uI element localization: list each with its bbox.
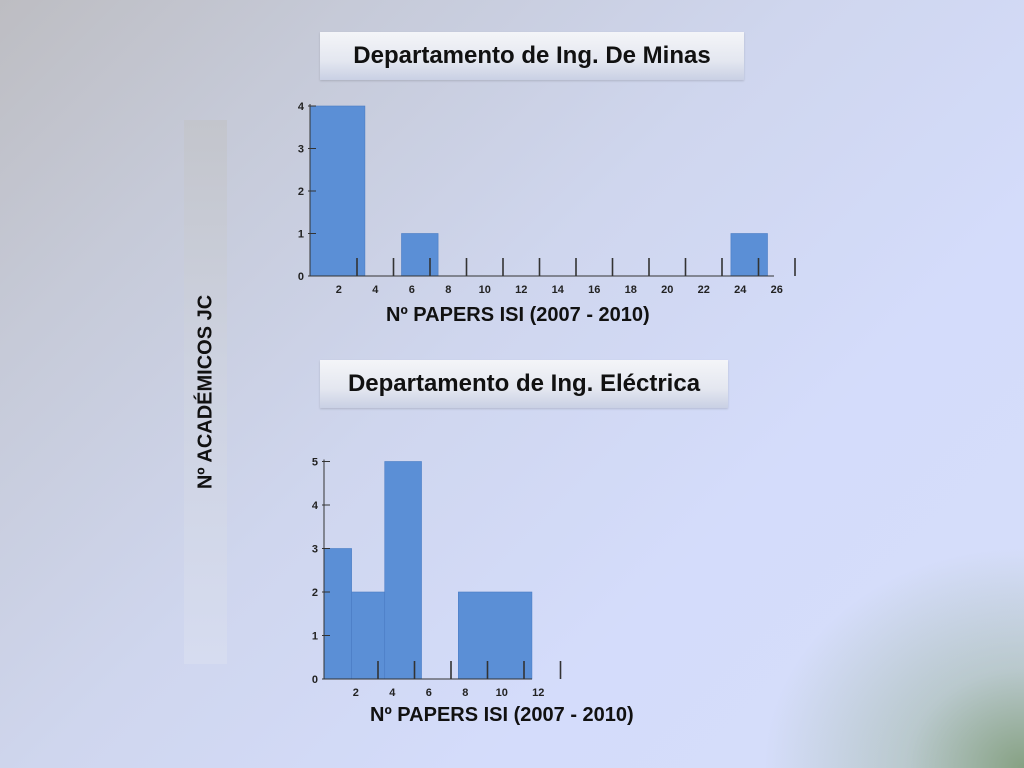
chart-title-minas: Departamento de Ing. De Minas: [320, 32, 744, 80]
x-tick-label-16: 16: [588, 284, 600, 296]
x-tick-label-24: 24: [734, 284, 747, 296]
bar-2: [384, 461, 422, 680]
x-tick-label-26: 26: [771, 284, 783, 296]
y-tick-label-5: 5: [312, 457, 318, 469]
y-axis-label-box: Nº ACADÉMICOS JC: [184, 120, 227, 664]
x-tick-label-12: 12: [532, 687, 544, 699]
y-tick-label-4: 4: [298, 101, 305, 113]
y-tick-label-3: 3: [312, 544, 318, 556]
bar-1: [401, 233, 439, 277]
y-tick-label-1: 1: [312, 631, 318, 643]
x-tick-label-10: 10: [479, 284, 491, 296]
x-tick-label-18: 18: [625, 284, 637, 296]
x-tick-label-4: 4: [389, 687, 396, 699]
y-axis-label: Nº ACADÉMICOS JC: [194, 294, 216, 490]
bar-1: [351, 591, 386, 680]
y-tick-label-3: 3: [298, 144, 304, 156]
x-tick-label-6: 6: [426, 687, 432, 699]
x-tick-label-14: 14: [552, 284, 565, 296]
y-tick-label-2: 2: [298, 186, 304, 198]
y-tick-label-0: 0: [312, 674, 318, 686]
x-tick-label-6: 6: [409, 284, 415, 296]
bar-0: [309, 105, 366, 277]
x-tick-label-8: 8: [462, 687, 468, 699]
x-tick-label-20: 20: [661, 284, 673, 296]
x-tick-label-2: 2: [353, 687, 359, 699]
y-tick-label-0: 0: [298, 271, 304, 283]
y-tick-label-2: 2: [312, 587, 318, 599]
x-tick-label-8: 8: [445, 284, 451, 296]
bar-2: [730, 233, 768, 277]
x-tick-label-4: 4: [372, 284, 379, 296]
x-axis-label-electrica: Nº PAPERS ISI (2007 - 2010): [370, 704, 634, 726]
x-axis-label-minas: Nº PAPERS ISI (2007 - 2010): [386, 304, 650, 326]
x-tick-label-12: 12: [515, 284, 527, 296]
y-tick-label-1: 1: [298, 229, 304, 241]
x-tick-label-22: 22: [698, 284, 710, 296]
chart-title-electrica: Departamento de Ing. Eléctrica: [320, 360, 728, 408]
bar-0: [323, 548, 352, 680]
y-tick-label-4: 4: [312, 500, 319, 512]
x-tick-label-10: 10: [496, 687, 508, 699]
bar-3: [458, 591, 533, 680]
x-tick-label-2: 2: [336, 284, 342, 296]
